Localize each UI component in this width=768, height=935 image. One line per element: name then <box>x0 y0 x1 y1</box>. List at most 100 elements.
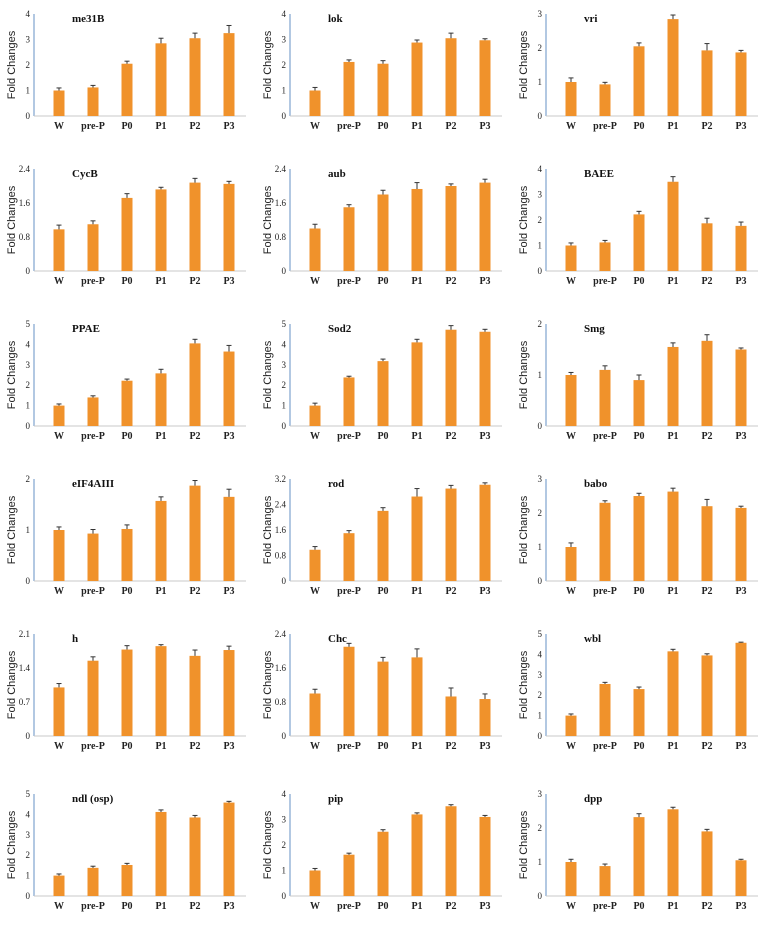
y-tick-label: 0 <box>282 266 287 276</box>
x-tick-label: P0 <box>377 431 388 442</box>
x-tick-label: W <box>310 741 320 752</box>
y-tick-label: 3 <box>26 35 31 45</box>
y-tick-label: 2 <box>26 474 31 484</box>
y-tick-label: 0 <box>538 891 543 901</box>
x-tick-label: pre-P <box>81 586 105 597</box>
y-axis-label: Fold Changes <box>6 30 18 99</box>
bar <box>565 245 577 271</box>
y-tick-label: 2 <box>538 215 543 225</box>
x-tick-label: P1 <box>411 901 422 912</box>
y-tick-label: 1.6 <box>275 198 287 208</box>
x-tick-label: P1 <box>155 901 166 912</box>
y-tick-label: 2 <box>26 60 31 70</box>
bar <box>121 649 133 736</box>
bar <box>599 866 611 896</box>
y-tick-label: 1 <box>538 857 543 867</box>
x-tick-label: P3 <box>223 901 234 912</box>
bar <box>87 397 99 426</box>
chart-title: Chc <box>328 633 347 645</box>
bar-chart: 0 1 2 3 Fold Changes vri W pre-P P0 P1 P2 P3 <box>518 9 758 132</box>
bar <box>377 510 389 581</box>
bar <box>189 182 201 271</box>
x-tick-label: P3 <box>735 121 746 132</box>
chart-title: h <box>72 633 78 645</box>
y-tick-label: 3 <box>538 474 543 484</box>
x-tick-label: W <box>54 276 64 287</box>
x-tick-label: P3 <box>735 901 746 912</box>
y-tick-label: 1 <box>538 542 543 552</box>
bar <box>445 488 457 581</box>
bar <box>565 375 577 426</box>
chart-title: me31B <box>72 13 105 25</box>
y-tick-label: 0 <box>282 111 287 121</box>
x-tick-label: P0 <box>633 276 644 287</box>
x-tick-label: P1 <box>667 276 678 287</box>
y-axis-label: Fold Changes <box>262 30 274 99</box>
y-axis-label: Fold Changes <box>518 30 530 99</box>
bar <box>87 533 99 581</box>
x-tick-label: P3 <box>735 276 746 287</box>
bar <box>479 699 491 736</box>
y-axis-label: Fold Changes <box>262 340 274 409</box>
bar <box>343 646 355 736</box>
x-tick-label: P2 <box>445 121 456 132</box>
bar <box>87 87 99 116</box>
x-tick-label: W <box>566 586 576 597</box>
chart-title: BAEE <box>584 168 614 180</box>
x-tick-label: P3 <box>735 431 746 442</box>
bar <box>53 530 65 581</box>
x-tick-label: P1 <box>667 431 678 442</box>
bar <box>599 242 611 271</box>
x-tick-label: pre-P <box>337 741 361 752</box>
y-tick-label: 1 <box>282 86 287 96</box>
chart-title: pip <box>328 793 343 805</box>
bar <box>189 817 201 896</box>
x-tick-label: P0 <box>633 741 644 752</box>
bar <box>189 485 201 581</box>
y-axis-label: Fold Changes <box>518 495 530 564</box>
y-tick-label: 0.8 <box>19 232 31 242</box>
x-tick-label: P3 <box>479 901 490 912</box>
bar <box>565 547 577 581</box>
x-tick-label: W <box>54 431 64 442</box>
bar <box>735 507 747 581</box>
x-tick-label: P1 <box>155 431 166 442</box>
x-tick-label: P1 <box>411 586 422 597</box>
y-tick-label: 2.4 <box>19 164 31 174</box>
bar <box>599 502 611 581</box>
y-tick-label: 1 <box>26 871 31 881</box>
bar <box>155 373 167 426</box>
x-tick-label: P1 <box>411 741 422 752</box>
x-tick-label: P1 <box>411 431 422 442</box>
bar <box>377 661 389 736</box>
y-axis-label: Fold Changes <box>6 340 18 409</box>
x-tick-label: P0 <box>121 121 132 132</box>
bar <box>53 90 65 116</box>
x-tick-label: P1 <box>155 276 166 287</box>
bar <box>155 646 167 736</box>
x-tick-label: W <box>566 276 576 287</box>
y-tick-label: 5 <box>538 629 543 639</box>
y-tick-label: 4 <box>26 9 31 19</box>
y-tick-label: 0.8 <box>275 232 287 242</box>
y-tick-label: 4 <box>538 164 543 174</box>
x-tick-label: P1 <box>155 741 166 752</box>
bar <box>479 40 491 116</box>
x-tick-label: P2 <box>445 431 456 442</box>
bar <box>445 38 457 116</box>
y-tick-label: 2.1 <box>19 629 30 639</box>
x-tick-label: P2 <box>445 586 456 597</box>
x-tick-label: P2 <box>445 276 456 287</box>
y-tick-label: 2.4 <box>275 164 287 174</box>
bar-chart: 0 1 2 3 4 5 Fold Changes PPAE W pre-P P0 P1 P2 P3 <box>6 319 246 442</box>
bar <box>599 84 611 116</box>
y-tick-label: 0 <box>26 891 31 901</box>
x-tick-label: P2 <box>189 431 200 442</box>
x-tick-label: P0 <box>377 586 388 597</box>
y-tick-label: 0 <box>538 266 543 276</box>
chart-title: Sod2 <box>328 323 352 335</box>
